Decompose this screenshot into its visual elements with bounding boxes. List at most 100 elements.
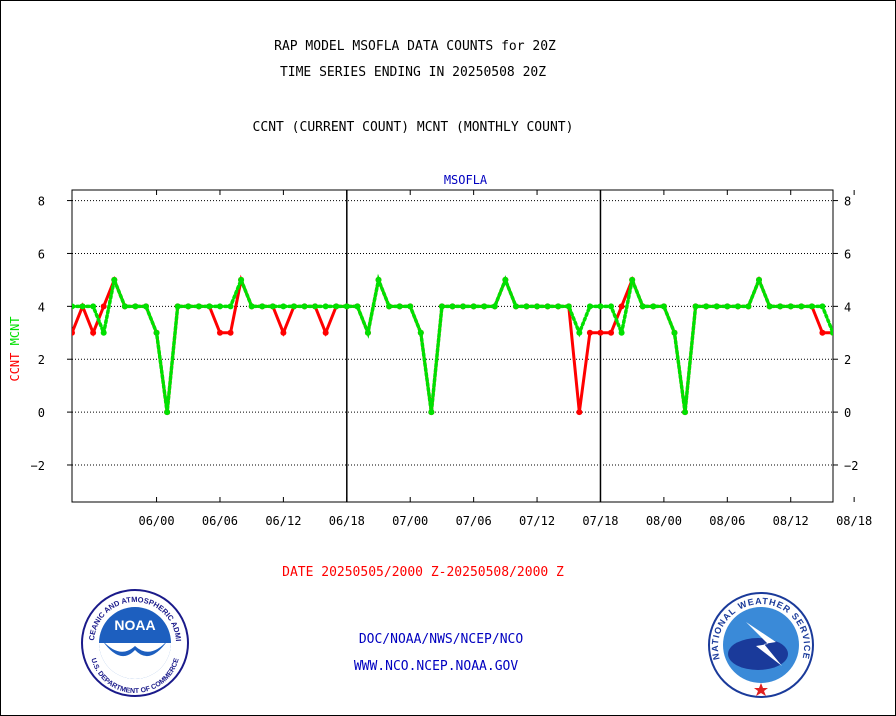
series-ccnt	[72, 274, 847, 416]
data-point-mcnt	[576, 329, 583, 336]
data-point-mcnt	[671, 329, 678, 336]
data-point-mcnt	[544, 303, 551, 310]
footer-link-doc[interactable]: DOC/NOAA/NWS/NCEP/NCO	[358, 632, 524, 647]
series-line-ccnt	[72, 274, 833, 413]
data-point-mcnt	[470, 303, 477, 310]
plot-area-border	[71, 189, 834, 503]
y-axis-label: CCNT MCNT	[8, 316, 22, 381]
data-point-mcnt	[248, 303, 255, 310]
x-tick-label: 08/18	[836, 514, 872, 528]
data-point-mcnt	[650, 303, 657, 310]
data-point-ccnt	[819, 329, 826, 336]
y-axis-label-mcnt: MCNT	[8, 316, 22, 352]
data-point-mcnt	[132, 303, 139, 310]
data-point-ccnt	[280, 329, 287, 336]
x-tick-label: 06/06	[202, 514, 238, 528]
data-point-mcnt	[703, 303, 710, 310]
data-point-mcnt	[512, 303, 519, 310]
y-tick-label-right: 8	[844, 195, 851, 209]
data-point-ccnt	[841, 330, 847, 336]
y-tick-label-left: −2	[31, 459, 45, 473]
data-point-mcnt	[301, 303, 308, 310]
noaa-logo-text: NOAA	[114, 617, 155, 633]
footer-link-www[interactable]: WWW.NCO.NCEP.NOAA.GOV	[353, 659, 519, 674]
nws-logo: NATIONAL WEATHER SERVICE	[708, 592, 814, 698]
data-point-mcnt	[259, 303, 266, 310]
data-point-mcnt	[417, 329, 424, 336]
data-point-mcnt	[227, 303, 234, 310]
data-point-mcnt	[523, 303, 530, 310]
data-point-mcnt	[428, 409, 435, 416]
data-point-mcnt	[660, 303, 667, 310]
x-tick-label: 07/12	[519, 514, 555, 528]
y-tick-label-left: 4	[38, 300, 45, 314]
data-point-mcnt	[629, 276, 636, 283]
x-tick-label: 08/06	[709, 514, 745, 528]
x-tick-label: 07/06	[456, 514, 492, 528]
y-tick-label-right: −2	[844, 459, 858, 473]
data-point-mcnt	[713, 303, 720, 310]
chart-title-line2: TIME SERIES ENDING IN 20250508 20Z	[279, 65, 547, 80]
data-point-mcnt	[142, 303, 149, 310]
data-point-mcnt	[724, 303, 731, 310]
data-point-mcnt	[280, 303, 287, 310]
y-tick-label-left: 0	[38, 406, 45, 420]
data-point-mcnt	[449, 303, 456, 310]
x-tick-label: 08/12	[773, 514, 809, 528]
data-point-ccnt	[322, 329, 329, 336]
data-point-mcnt	[555, 303, 562, 310]
data-point-ccnt	[100, 303, 107, 310]
noaa-logo: NOAA NATIONAL OCEANIC AND ATMOSPHERIC AD…	[80, 588, 189, 697]
data-point-mcnt	[121, 303, 128, 310]
data-point-mcnt	[438, 303, 445, 310]
data-point-mcnt	[682, 409, 689, 416]
data-point-ccnt	[586, 329, 593, 336]
series-mcnt	[72, 273, 833, 416]
data-point-mcnt	[534, 303, 541, 310]
data-point-mcnt	[164, 409, 171, 416]
y-axis-label-ccnt: CCNT	[8, 353, 22, 382]
y-tick-label-right: 4	[844, 300, 851, 314]
chart-subtitle: CCNT (CURRENT COUNT) MCNT (MONTHLY COUNT…	[252, 120, 574, 135]
data-point-mcnt	[787, 303, 794, 310]
data-point-ccnt	[227, 329, 234, 336]
data-point-mcnt	[565, 303, 572, 310]
data-point-mcnt	[460, 303, 467, 310]
data-point-mcnt	[756, 276, 763, 283]
data-point-mcnt	[185, 303, 192, 310]
data-point-mcnt	[692, 303, 699, 310]
data-point-mcnt	[354, 303, 361, 310]
data-point-mcnt	[216, 303, 223, 310]
y-tick-label-right: 6	[844, 247, 851, 261]
data-point-mcnt	[745, 303, 752, 310]
data-point-mcnt	[502, 276, 509, 283]
data-point-mcnt	[375, 276, 382, 283]
data-point-mcnt	[111, 276, 118, 283]
data-point-mcnt	[333, 303, 340, 310]
x-tick-label: 06/00	[138, 514, 174, 528]
data-point-ccnt	[576, 409, 583, 416]
data-point-mcnt	[322, 303, 329, 310]
data-point-mcnt	[491, 303, 498, 310]
data-point-ccnt	[72, 329, 75, 336]
y-tick-label-right: 0	[844, 406, 851, 420]
data-point-ccnt	[216, 329, 223, 336]
data-point-mcnt	[639, 303, 646, 310]
data-point-mcnt	[481, 303, 488, 310]
data-point-mcnt	[386, 303, 393, 310]
y-tick-label-left: 6	[38, 247, 45, 261]
data-point-mcnt	[195, 303, 202, 310]
data-point-mcnt	[766, 303, 773, 310]
data-point-mcnt	[396, 303, 403, 310]
data-point-mcnt	[343, 303, 350, 310]
data-point-mcnt	[174, 303, 181, 310]
data-point-mcnt	[407, 303, 414, 310]
y-tick-label-left: 2	[38, 353, 45, 367]
x-tick-label: 07/00	[392, 514, 428, 528]
data-point-mcnt	[364, 329, 371, 336]
data-point-mcnt	[608, 303, 615, 310]
data-point-mcnt	[72, 303, 75, 310]
data-point-mcnt	[808, 303, 815, 310]
chart-title-line1: RAP MODEL MSOFLA DATA COUNTS for 20Z	[274, 39, 556, 54]
data-point-mcnt	[819, 303, 826, 310]
